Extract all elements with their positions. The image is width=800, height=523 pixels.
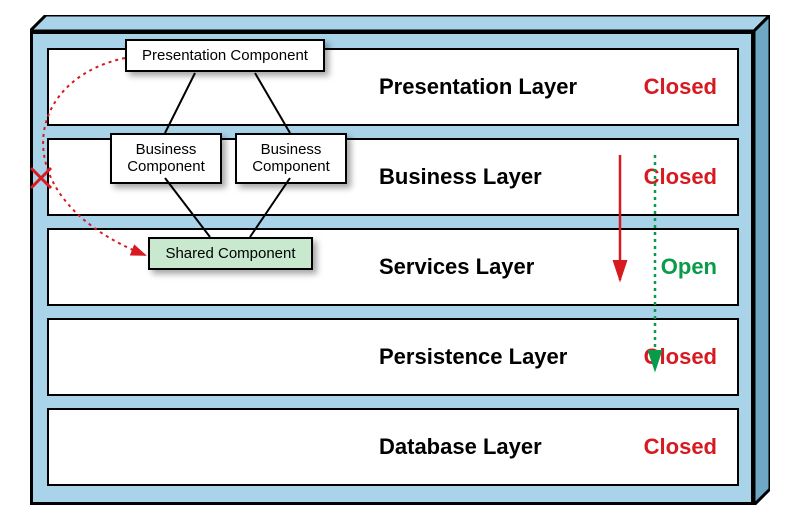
layer-label: Database Layer bbox=[379, 434, 542, 460]
business-component-2: Business Component bbox=[235, 133, 347, 184]
layer-label: Business Layer bbox=[379, 164, 542, 190]
status-label: Closed bbox=[644, 164, 717, 190]
business-component-1: Business Component bbox=[110, 133, 222, 184]
presentation-component: Presentation Component bbox=[125, 39, 325, 72]
layer-persistence: Persistence Layer Closed bbox=[47, 318, 739, 396]
status-label: Closed bbox=[644, 74, 717, 100]
component-label: Shared Component bbox=[165, 245, 295, 262]
shared-component: Shared Component bbox=[148, 237, 313, 270]
layer-database: Database Layer Closed bbox=[47, 408, 739, 486]
layer-label: Presentation Layer bbox=[379, 74, 577, 100]
status-label: Closed bbox=[644, 344, 717, 370]
status-label: Closed bbox=[644, 434, 717, 460]
component-label: Business Component bbox=[252, 141, 330, 175]
component-label: Presentation Component bbox=[142, 47, 308, 64]
box-3d-side bbox=[754, 15, 770, 505]
layer-label: Services Layer bbox=[379, 254, 534, 280]
status-label: Open bbox=[661, 254, 717, 280]
layered-architecture-diagram: Presentation Layer Closed Business Layer… bbox=[30, 15, 770, 505]
box-front: Presentation Layer Closed Business Layer… bbox=[30, 31, 754, 505]
box-3d-top bbox=[30, 15, 770, 31]
layer-label: Persistence Layer bbox=[379, 344, 567, 370]
component-label: Business Component bbox=[127, 141, 205, 175]
